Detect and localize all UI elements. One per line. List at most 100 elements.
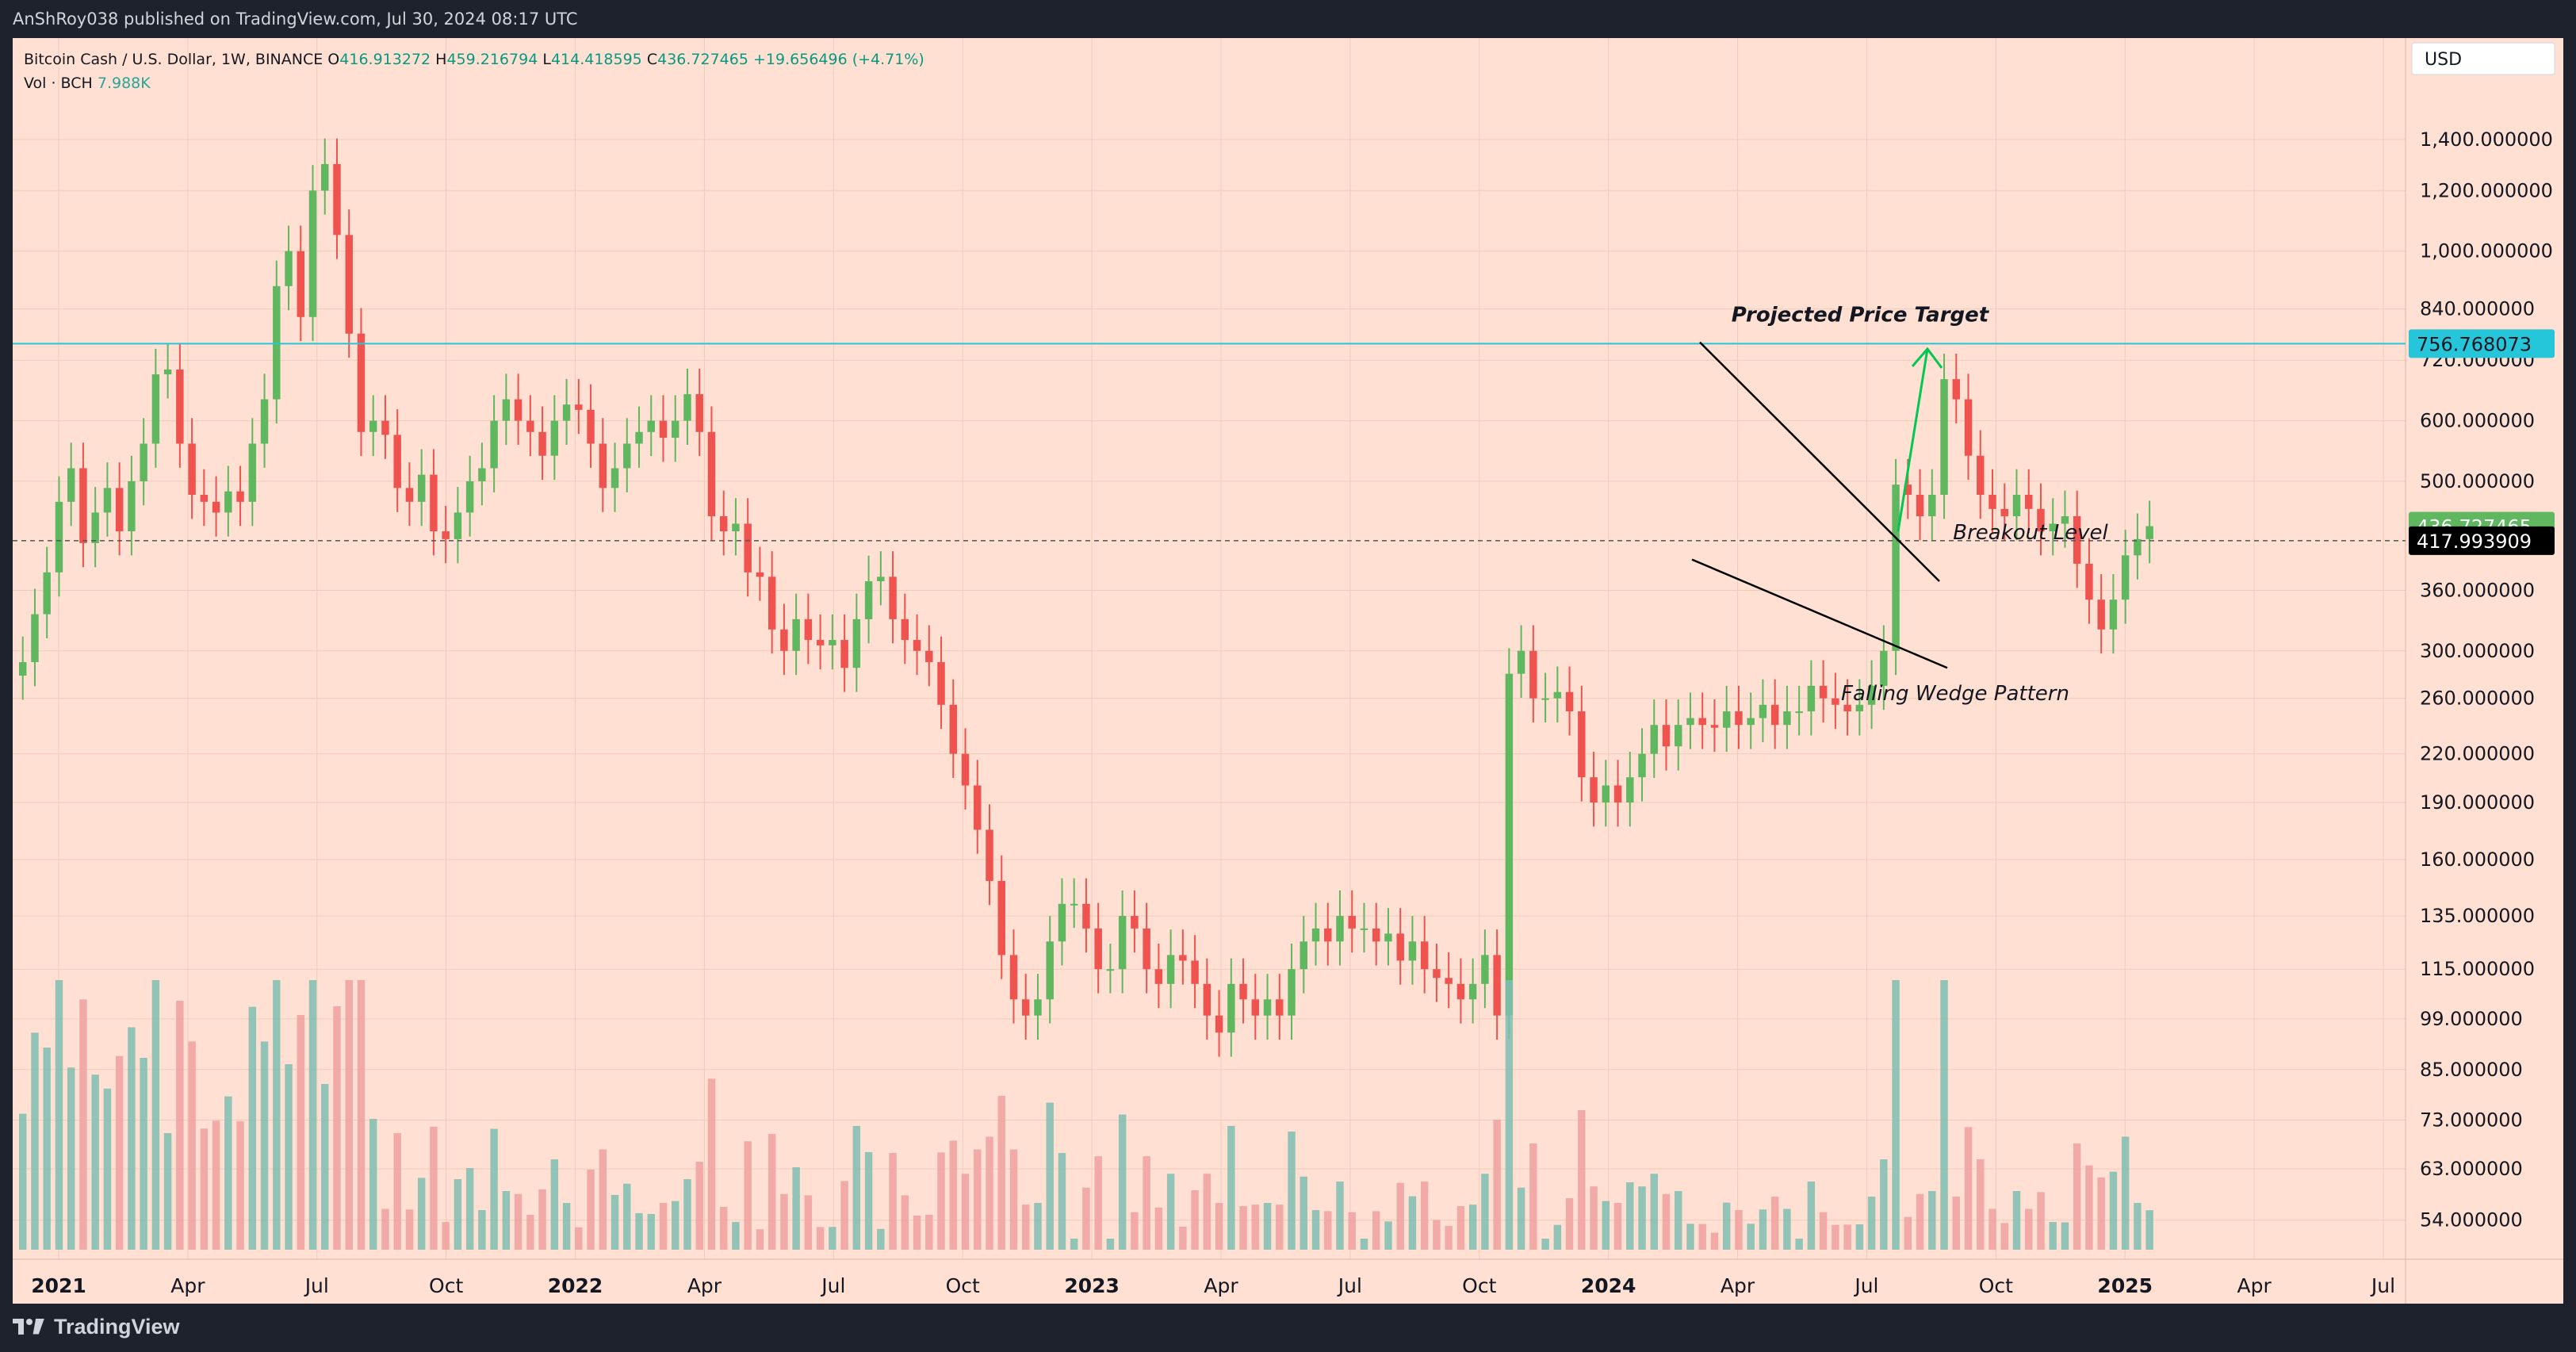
candle-body [949,704,958,754]
volume-bar [357,980,366,1250]
candle-body [273,285,281,400]
volume-bar [611,1194,619,1250]
volume-bar [478,1210,486,1250]
close-value: 436.727465 [657,51,748,68]
candle-body [647,420,655,432]
x-tick-label: 2021 [31,1274,86,1297]
low-label: L [542,51,551,68]
volume-bar [514,1193,522,1250]
candle-body [1505,673,1514,1016]
volume-bar [1686,1224,1694,1250]
volume-bar [792,1167,800,1250]
volume-bar [430,1126,438,1250]
volume-bar [635,1212,643,1250]
candle-body [2037,508,2045,532]
candle-body [1445,978,1453,984]
volume-bar [1626,1182,1634,1250]
volume-bar [1505,980,1514,1250]
volume-bar [864,1151,873,1250]
volume-bar [321,1084,329,1250]
candle-body [683,394,691,421]
candle-body [997,880,1005,956]
candle-body [1662,725,1671,747]
candle-body [465,481,474,513]
candle-body [1892,484,1900,651]
volume-bar [659,1203,668,1250]
volume-bar [2061,1222,2069,1250]
volume-bar [852,1125,861,1250]
candle-body [562,404,571,421]
candle-body [285,251,293,286]
currency-label: USD [2425,50,2462,70]
candle-body [1904,484,1912,496]
volume-bar [1747,1224,1755,1250]
candle-body [1832,698,1839,705]
level-price-label-box [2409,526,2555,555]
candle-body [780,629,788,651]
volume-bar [1770,1197,1779,1250]
candle-body [1867,685,1876,705]
candle-body [1166,955,1175,984]
x-tick-label: Oct [946,1274,980,1297]
candle-body [852,619,861,668]
volume-bar [2134,1203,2142,1250]
y-tick-label: 500.000000 [2420,470,2535,492]
volume-bar [1553,1224,1562,1250]
candle-body [163,370,172,375]
volume-bar [260,1041,269,1250]
tradingview-logo[interactable]: TradingView [13,1315,180,1339]
candle-body [974,785,982,830]
candle-body [1456,983,1465,1000]
candle-body [1348,916,1356,929]
candle-body [1590,777,1598,802]
currency-selector[interactable] [2411,42,2555,75]
candle-body [248,443,257,502]
volume-bar [2097,1177,2105,1250]
price-chart[interactable]: 1,400.000000 1,200.000000 1,000.000000 840.… [13,38,2563,1304]
candle-body [1336,916,1344,942]
candle-body [1988,495,1996,509]
volume-bar [115,1055,124,1250]
x-tick-label: 2024 [1581,1274,1636,1297]
wedge-upper-line [1699,341,1940,582]
volume-bar [1009,1149,1018,1250]
volume-bar [1940,980,1948,1250]
candle-body [1481,955,1489,984]
candle-body [1541,698,1549,700]
candle-body [1034,999,1042,1016]
candle-body [393,435,401,488]
x-tick-label: 2025 [2097,1274,2153,1297]
candle-body [1420,941,1429,970]
volume-bar [1445,1225,1453,1250]
volume-bar [744,1141,752,1250]
y-tick-label: 115.000000 [2420,958,2535,980]
y-tick-label: 300.000000 [2420,640,2535,662]
candle-body [901,619,909,641]
volume-bar [381,1208,389,1250]
volume-bar [1348,1212,1356,1250]
volume-bar [393,1132,401,1250]
candle-body [1131,916,1139,929]
candle-body [514,399,522,421]
volume-bar [767,1134,776,1250]
candle-body [1710,725,1719,728]
high-value: 459.216794 [446,51,538,68]
volume-bar [2012,1191,2021,1250]
candle-body [1735,711,1743,726]
candle-body [1578,711,1586,778]
candle-body [1106,969,1115,971]
candle-body [2085,563,2093,600]
symbol-name[interactable]: Bitcoin Cash / U.S. Dollar, 1W, BINANCE [24,51,323,68]
volume-bar [1493,1120,1501,1250]
candle-body [67,468,75,502]
volume-bar [937,1152,945,1250]
candle-body [877,576,885,581]
volume-bar [43,1048,51,1250]
volume-bar [490,1128,498,1250]
x-tick-label: 2023 [1064,1274,1120,1297]
candle-body [1553,691,1562,699]
volume-bar [974,1149,982,1250]
candle-body [2073,516,2081,564]
chart-pane[interactable] [13,38,2563,1304]
candle-body [1118,916,1127,970]
